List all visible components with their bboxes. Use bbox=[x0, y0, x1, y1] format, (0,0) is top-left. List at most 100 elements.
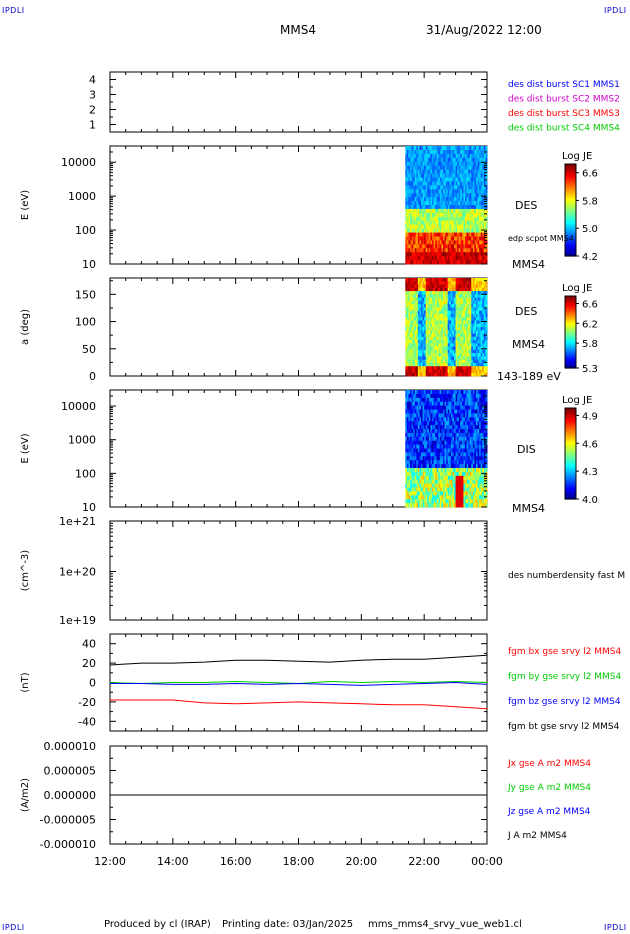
colorbar-cell bbox=[565, 239, 576, 243]
spectrogram-cell bbox=[468, 429, 471, 434]
spectrogram-cell bbox=[455, 189, 458, 194]
spectrogram-cell bbox=[471, 189, 474, 194]
spectrogram-cell bbox=[452, 479, 455, 484]
spectrogram-cell bbox=[427, 224, 430, 229]
spectrogram-cell bbox=[452, 189, 455, 194]
spectrogram-cell bbox=[421, 146, 423, 151]
spectrogram-cell bbox=[477, 161, 480, 167]
spectrogram-cell bbox=[471, 346, 474, 351]
spectrogram-cell bbox=[421, 413, 423, 418]
spectrogram-cell bbox=[422, 252, 425, 257]
spectrogram-cell bbox=[461, 425, 464, 430]
spectrogram-cell bbox=[427, 397, 430, 403]
spectrogram-cell bbox=[457, 327, 460, 331]
spectrogram-cell bbox=[446, 405, 449, 410]
spectrogram-cell bbox=[479, 307, 482, 312]
spectrogram-cell bbox=[452, 401, 455, 406]
spectrogram-cell bbox=[439, 205, 442, 210]
spectrogram-cell bbox=[443, 244, 445, 249]
spectrogram-cell bbox=[438, 232, 441, 237]
spectrogram-cell bbox=[452, 197, 455, 202]
spectrogram-cell bbox=[416, 300, 419, 305]
spectrogram-cell bbox=[449, 499, 452, 504]
spectrogram-cell bbox=[411, 460, 414, 465]
spectrogram-cell bbox=[405, 366, 408, 370]
spectrogram-cell bbox=[472, 157, 475, 163]
spectrogram-cell bbox=[432, 146, 434, 151]
spectrogram-cell bbox=[439, 491, 442, 496]
spectrogram-cell bbox=[436, 281, 439, 285]
colorbar-cell bbox=[565, 360, 576, 364]
spectrogram-cell bbox=[454, 397, 456, 403]
spectrogram-cell bbox=[455, 425, 458, 430]
spectrogram-cell bbox=[424, 436, 427, 442]
spectrogram-cell bbox=[476, 205, 478, 210]
spectrogram-cell bbox=[454, 460, 456, 465]
spectrogram-cell bbox=[432, 294, 434, 298]
spectrogram-cell bbox=[463, 495, 466, 500]
spectrogram-cell bbox=[444, 232, 447, 237]
spectrogram-cell bbox=[458, 425, 461, 430]
spectrogram-cell bbox=[483, 146, 486, 151]
spectrogram-cell bbox=[417, 304, 420, 308]
spectrogram-cell bbox=[427, 444, 430, 449]
spectrogram-cell bbox=[460, 397, 463, 403]
spectrogram-cell bbox=[458, 440, 461, 445]
spectrogram-cell bbox=[449, 185, 452, 190]
spectrogram-cell bbox=[410, 224, 412, 229]
spectrogram-cell bbox=[444, 343, 447, 347]
spectrogram-cell bbox=[416, 336, 419, 341]
colorbar-cell bbox=[565, 228, 576, 232]
spectrogram-cell bbox=[449, 216, 452, 222]
spectrogram-cell bbox=[406, 397, 409, 403]
spectrogram-cell bbox=[479, 401, 482, 406]
spectrogram-cell bbox=[443, 448, 445, 453]
spectrogram-cell bbox=[433, 193, 436, 198]
spectrogram-cell bbox=[408, 417, 411, 422]
spectrogram-cell bbox=[466, 503, 469, 508]
spectrogram-cell bbox=[432, 429, 434, 434]
spectrogram-cell bbox=[419, 366, 422, 370]
spectrogram-cell bbox=[408, 401, 411, 406]
spectrogram-cell bbox=[430, 436, 433, 442]
spectrogram-cell bbox=[471, 205, 474, 210]
spectrogram-cell bbox=[457, 343, 460, 347]
colorbar-cell bbox=[565, 312, 576, 315]
spectrogram-cell bbox=[411, 336, 414, 341]
spectrogram-cell bbox=[408, 452, 411, 457]
spectrogram-cell bbox=[430, 460, 433, 465]
spectrogram-cell bbox=[413, 499, 416, 504]
spectrogram-cell bbox=[455, 340, 458, 344]
spectrogram-cell bbox=[480, 393, 483, 399]
spectrogram-cell bbox=[441, 421, 444, 426]
spectrogram-cell bbox=[421, 333, 423, 338]
spectrogram-cell bbox=[446, 425, 449, 430]
spectrogram-cell bbox=[408, 356, 411, 361]
spectrogram-cell bbox=[458, 300, 461, 305]
spectrogram-cell bbox=[427, 432, 430, 438]
spectrogram-cell bbox=[430, 297, 433, 302]
spectrogram-cell bbox=[436, 390, 439, 395]
spectrogram-cell bbox=[469, 369, 472, 374]
spectrogram-cell bbox=[424, 346, 427, 351]
spectrogram-cell bbox=[414, 189, 417, 194]
spectrogram-cell bbox=[450, 432, 453, 438]
spectrogram-cell bbox=[421, 349, 423, 354]
spectrogram-cell bbox=[468, 232, 471, 237]
spectrogram-cell bbox=[425, 212, 428, 218]
spectrogram-cell bbox=[410, 153, 412, 159]
spectrogram-cell bbox=[455, 471, 458, 477]
spectrogram-cell bbox=[476, 317, 478, 321]
spectrogram-cell bbox=[419, 244, 422, 249]
spectrogram-cell bbox=[414, 429, 417, 434]
spectrogram-cell bbox=[422, 256, 425, 261]
spectrogram-cell bbox=[461, 228, 464, 233]
spectrogram-cell bbox=[482, 304, 485, 308]
spectrogram-cell bbox=[424, 448, 427, 453]
spectrogram-cell bbox=[447, 244, 450, 249]
spectrogram-cell bbox=[457, 297, 460, 302]
spectrogram-cell bbox=[476, 181, 478, 186]
spectrogram-cell bbox=[465, 297, 467, 302]
spectrogram-cell bbox=[414, 297, 417, 302]
spectrogram-cell bbox=[444, 256, 447, 261]
